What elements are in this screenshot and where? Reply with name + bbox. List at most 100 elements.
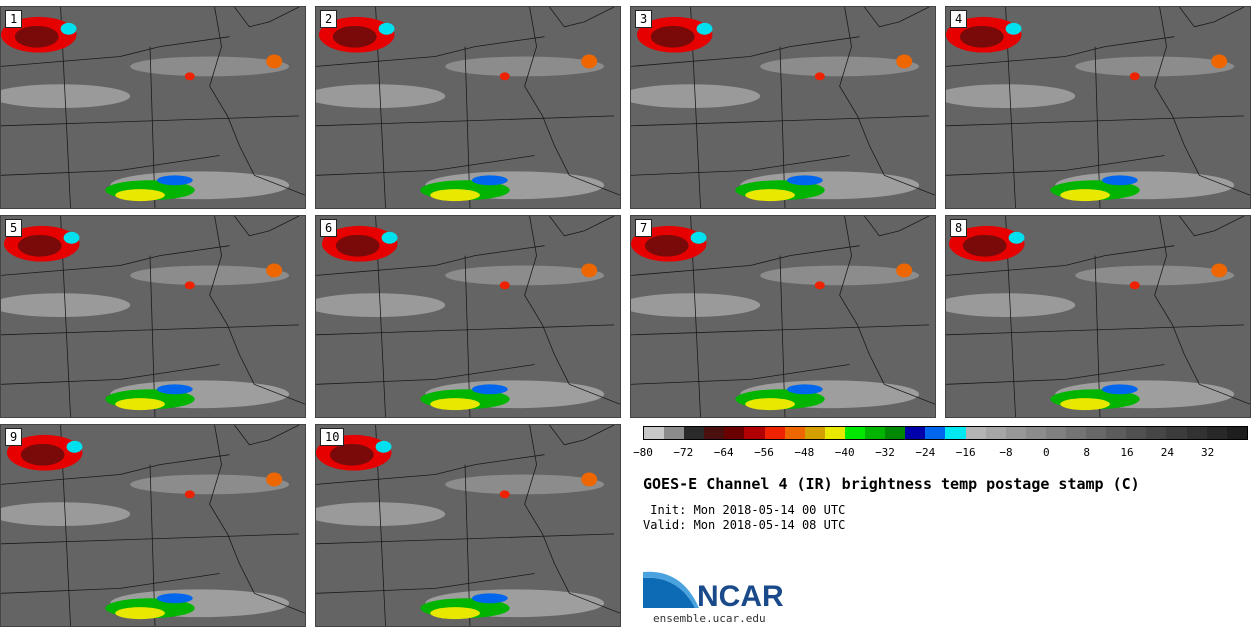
cloud-edge bbox=[378, 22, 395, 35]
colorbar-segment bbox=[1186, 427, 1207, 439]
colorbar-tick-label: 16 bbox=[1120, 446, 1134, 459]
state-border bbox=[316, 115, 615, 127]
colorbar-tick-label: −80 bbox=[633, 446, 653, 459]
colorbar-segment bbox=[844, 427, 866, 439]
convective-band bbox=[786, 384, 823, 395]
colorbar-tick-label: −72 bbox=[673, 446, 694, 459]
satellite-map bbox=[631, 216, 935, 417]
cloud-streak bbox=[130, 56, 290, 77]
convective-cell bbox=[896, 54, 913, 69]
satellite-map bbox=[316, 425, 620, 626]
convective-band bbox=[745, 398, 795, 411]
panel-number-label: 9 bbox=[5, 428, 23, 446]
colorbar-segment bbox=[925, 427, 946, 439]
coastline bbox=[524, 7, 620, 196]
colorbar-tick-label: −48 bbox=[794, 446, 815, 459]
cloud-streak bbox=[1075, 56, 1235, 77]
colorbar-segment bbox=[965, 427, 986, 439]
colorbar-segment bbox=[865, 427, 886, 439]
convective-band bbox=[471, 384, 508, 395]
colorbar-segment bbox=[644, 427, 665, 439]
init-time: Init: Mon 2018-05-14 00 UTC bbox=[643, 503, 846, 517]
cloud-streak bbox=[946, 293, 1076, 317]
colorbar-segment bbox=[985, 427, 1006, 439]
cloud-streak bbox=[316, 502, 446, 526]
member-panel: 4 bbox=[945, 6, 1251, 209]
colorbar-tick-label: 8 bbox=[1083, 446, 1090, 459]
convective-cell bbox=[266, 472, 283, 487]
colorbar-segment bbox=[664, 427, 685, 439]
coastline bbox=[864, 7, 930, 28]
cloud-streak bbox=[1, 502, 131, 526]
colorbar-segment bbox=[724, 427, 745, 439]
cloud-streak bbox=[946, 84, 1076, 108]
cloud-streak bbox=[130, 265, 290, 286]
convective-band bbox=[1101, 384, 1138, 395]
coastline bbox=[524, 425, 620, 614]
cloud-edge bbox=[696, 22, 713, 35]
coastline bbox=[234, 425, 300, 446]
colorbar-tick-label: −32 bbox=[875, 446, 895, 459]
ncar-logo-icon bbox=[643, 571, 699, 608]
colorbar-segment bbox=[804, 427, 825, 439]
convective-core bbox=[14, 25, 59, 48]
state-border bbox=[316, 533, 615, 545]
coastline bbox=[1154, 216, 1250, 405]
convective-band bbox=[115, 189, 165, 202]
state-border bbox=[946, 324, 1245, 336]
colorbar-segment bbox=[1106, 427, 1127, 439]
convective-cell bbox=[814, 281, 825, 290]
colorbar-segment bbox=[1206, 427, 1227, 439]
coastline bbox=[549, 7, 615, 28]
cloud-edge bbox=[381, 231, 398, 244]
state-border bbox=[316, 454, 545, 485]
colorbar-segment bbox=[1005, 427, 1026, 439]
colorbar-ticks: −80 −72 −64 −56 −48 −40 −32 −24 −16 −8 0 8 16 24 32 bbox=[633, 446, 1248, 460]
panel-number-label: 6 bbox=[320, 219, 338, 237]
panel-number-label: 1 bbox=[5, 10, 23, 28]
cloud-edge bbox=[1008, 231, 1025, 244]
convective-band bbox=[115, 398, 165, 411]
panel-number-label: 2 bbox=[320, 10, 338, 28]
figure-title: GOES-E Channel 4 (IR) brightness temp po… bbox=[643, 475, 1140, 493]
member-panel: 10 bbox=[315, 424, 621, 627]
convective-band bbox=[1060, 398, 1110, 411]
satellite-map bbox=[1, 425, 305, 626]
colorbar-tick-label: −8 bbox=[999, 446, 1013, 459]
convective-core bbox=[20, 443, 65, 466]
state-border bbox=[946, 155, 1165, 176]
panel-number-label: 7 bbox=[635, 219, 653, 237]
coastline bbox=[864, 216, 930, 237]
convective-core bbox=[650, 25, 695, 48]
state-border bbox=[1, 364, 220, 385]
convective-cell bbox=[266, 263, 283, 278]
convective-band bbox=[430, 398, 480, 411]
cloud-streak bbox=[760, 56, 920, 77]
state-border bbox=[316, 36, 545, 67]
cloud-streak bbox=[445, 265, 605, 286]
cloud-edge bbox=[60, 22, 77, 35]
state-border bbox=[1, 324, 300, 336]
cloud-streak bbox=[130, 474, 290, 495]
convective-cell bbox=[184, 490, 195, 499]
state-border bbox=[1, 573, 220, 594]
satellite-map bbox=[1, 216, 305, 417]
convective-cell bbox=[266, 54, 283, 69]
coastline bbox=[549, 425, 615, 446]
member-panel: 3 bbox=[630, 6, 936, 209]
state-border bbox=[316, 364, 535, 385]
state-border bbox=[1, 533, 300, 545]
state-border bbox=[631, 245, 860, 276]
state-border bbox=[1, 454, 230, 485]
convective-band bbox=[156, 175, 193, 186]
state-border bbox=[316, 245, 545, 276]
cloud-streak bbox=[1075, 265, 1235, 286]
convective-band bbox=[156, 593, 193, 604]
panel-number-label: 8 bbox=[950, 219, 968, 237]
colorbar-segment bbox=[764, 427, 785, 439]
convective-band bbox=[1101, 175, 1138, 186]
colorbar-segment bbox=[704, 427, 725, 439]
state-border bbox=[946, 245, 1175, 276]
cloud-streak bbox=[445, 474, 605, 495]
convective-band bbox=[115, 607, 165, 620]
